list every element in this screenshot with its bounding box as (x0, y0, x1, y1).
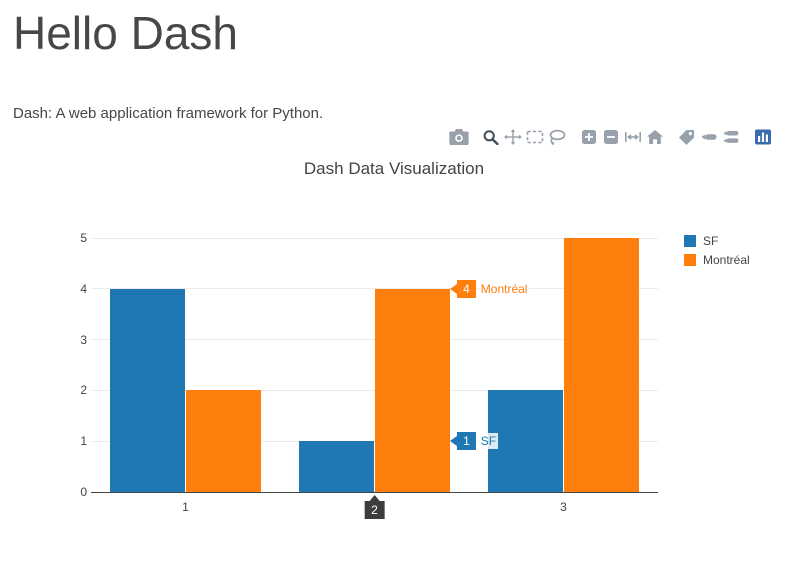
legend-label: SF (703, 233, 719, 248)
hover-label-montréal: 4 Montréal (450, 279, 530, 298)
reset-axes-button[interactable] (644, 128, 666, 145)
chart-title: Dash Data Visualization (303, 159, 485, 178)
autoscale-icon (623, 129, 643, 145)
hover-closest-icon (699, 129, 719, 145)
legend-label: Montréal (703, 252, 750, 267)
gridline-y5 (91, 237, 658, 239)
page-subtitle: Dash: A web application framework for Py… (13, 105, 324, 122)
plotly-logo-button[interactable] (752, 128, 774, 145)
pan-button[interactable] (502, 128, 524, 145)
legend: SF Montréal (684, 231, 750, 269)
modebar-group (480, 128, 568, 145)
hover-compare-icon (721, 129, 741, 145)
y-axis-tick-label: 1 (80, 434, 87, 449)
zoom-icon (481, 129, 501, 145)
bar-montréal-x1[interactable] (185, 390, 262, 492)
bar-sf-x2[interactable] (298, 441, 375, 492)
lasso-select-button[interactable] (546, 128, 568, 145)
modebar-group (578, 128, 666, 145)
legend-item-sf[interactable]: SF (684, 231, 750, 250)
hover-closest-button[interactable] (698, 128, 720, 145)
bar-montréal-x3[interactable] (563, 238, 640, 492)
hover-value: 4 (457, 279, 476, 298)
x-axis-tick-label: 1 (182, 500, 189, 514)
axis-tooltip-caret (369, 495, 380, 501)
y-axis-tick-label: 5 (80, 231, 87, 245)
camera-icon (449, 128, 469, 145)
hover-caret (450, 436, 458, 447)
legend-swatch (684, 253, 696, 266)
y-axis-tick-label: 3 (80, 332, 87, 347)
camera-button[interactable] (448, 128, 470, 145)
hover-value: 1 (457, 432, 476, 451)
y-axis-tick-label: 2 (80, 383, 87, 398)
bar-montréal-x2[interactable] (374, 288, 451, 492)
hover-caret (450, 283, 458, 294)
zoom-out-icon (601, 129, 621, 145)
legend-swatch (684, 234, 696, 247)
modebar-group (448, 128, 470, 145)
reset-axes-icon (645, 129, 665, 145)
axis-tooltip-value: 2 (364, 501, 385, 519)
modebar-group (676, 128, 742, 145)
y-axis-tick-label: 0 (80, 485, 87, 499)
autoscale-button[interactable] (622, 128, 644, 145)
zoom-button[interactable] (480, 128, 502, 145)
bar-sf-x1[interactable] (109, 288, 186, 492)
box-select-icon (525, 129, 545, 145)
plotly-modebar (438, 128, 774, 145)
x-axis-zero-line (91, 491, 658, 493)
pan-icon (503, 128, 523, 145)
toggle-spikelines-icon (677, 129, 697, 145)
zoom-out-button[interactable] (600, 128, 622, 145)
hover-compare-button[interactable] (720, 128, 742, 145)
zoom-in-button[interactable] (578, 128, 600, 145)
zoom-in-icon (579, 129, 599, 145)
legend-item-montréal[interactable]: Montréal (684, 250, 750, 269)
plotly-logo-icon (753, 129, 773, 145)
page-title: Hello Dash (13, 7, 238, 59)
hover-label-sf: 1 SF (450, 432, 499, 451)
x-axis-hover-tooltip: 2 (364, 495, 385, 519)
lasso-select-icon (547, 129, 567, 145)
x-axis-tick-label: 3 (560, 500, 567, 514)
hover-series-name: Montréal (478, 280, 530, 297)
modebar-group (752, 128, 774, 145)
y-axis-tick-label: 4 (80, 281, 87, 296)
hover-series-name: SF (478, 433, 499, 450)
bar-sf-x3[interactable] (487, 390, 564, 492)
toggle-spikelines-button[interactable] (676, 128, 698, 145)
box-select-button[interactable] (524, 128, 546, 145)
